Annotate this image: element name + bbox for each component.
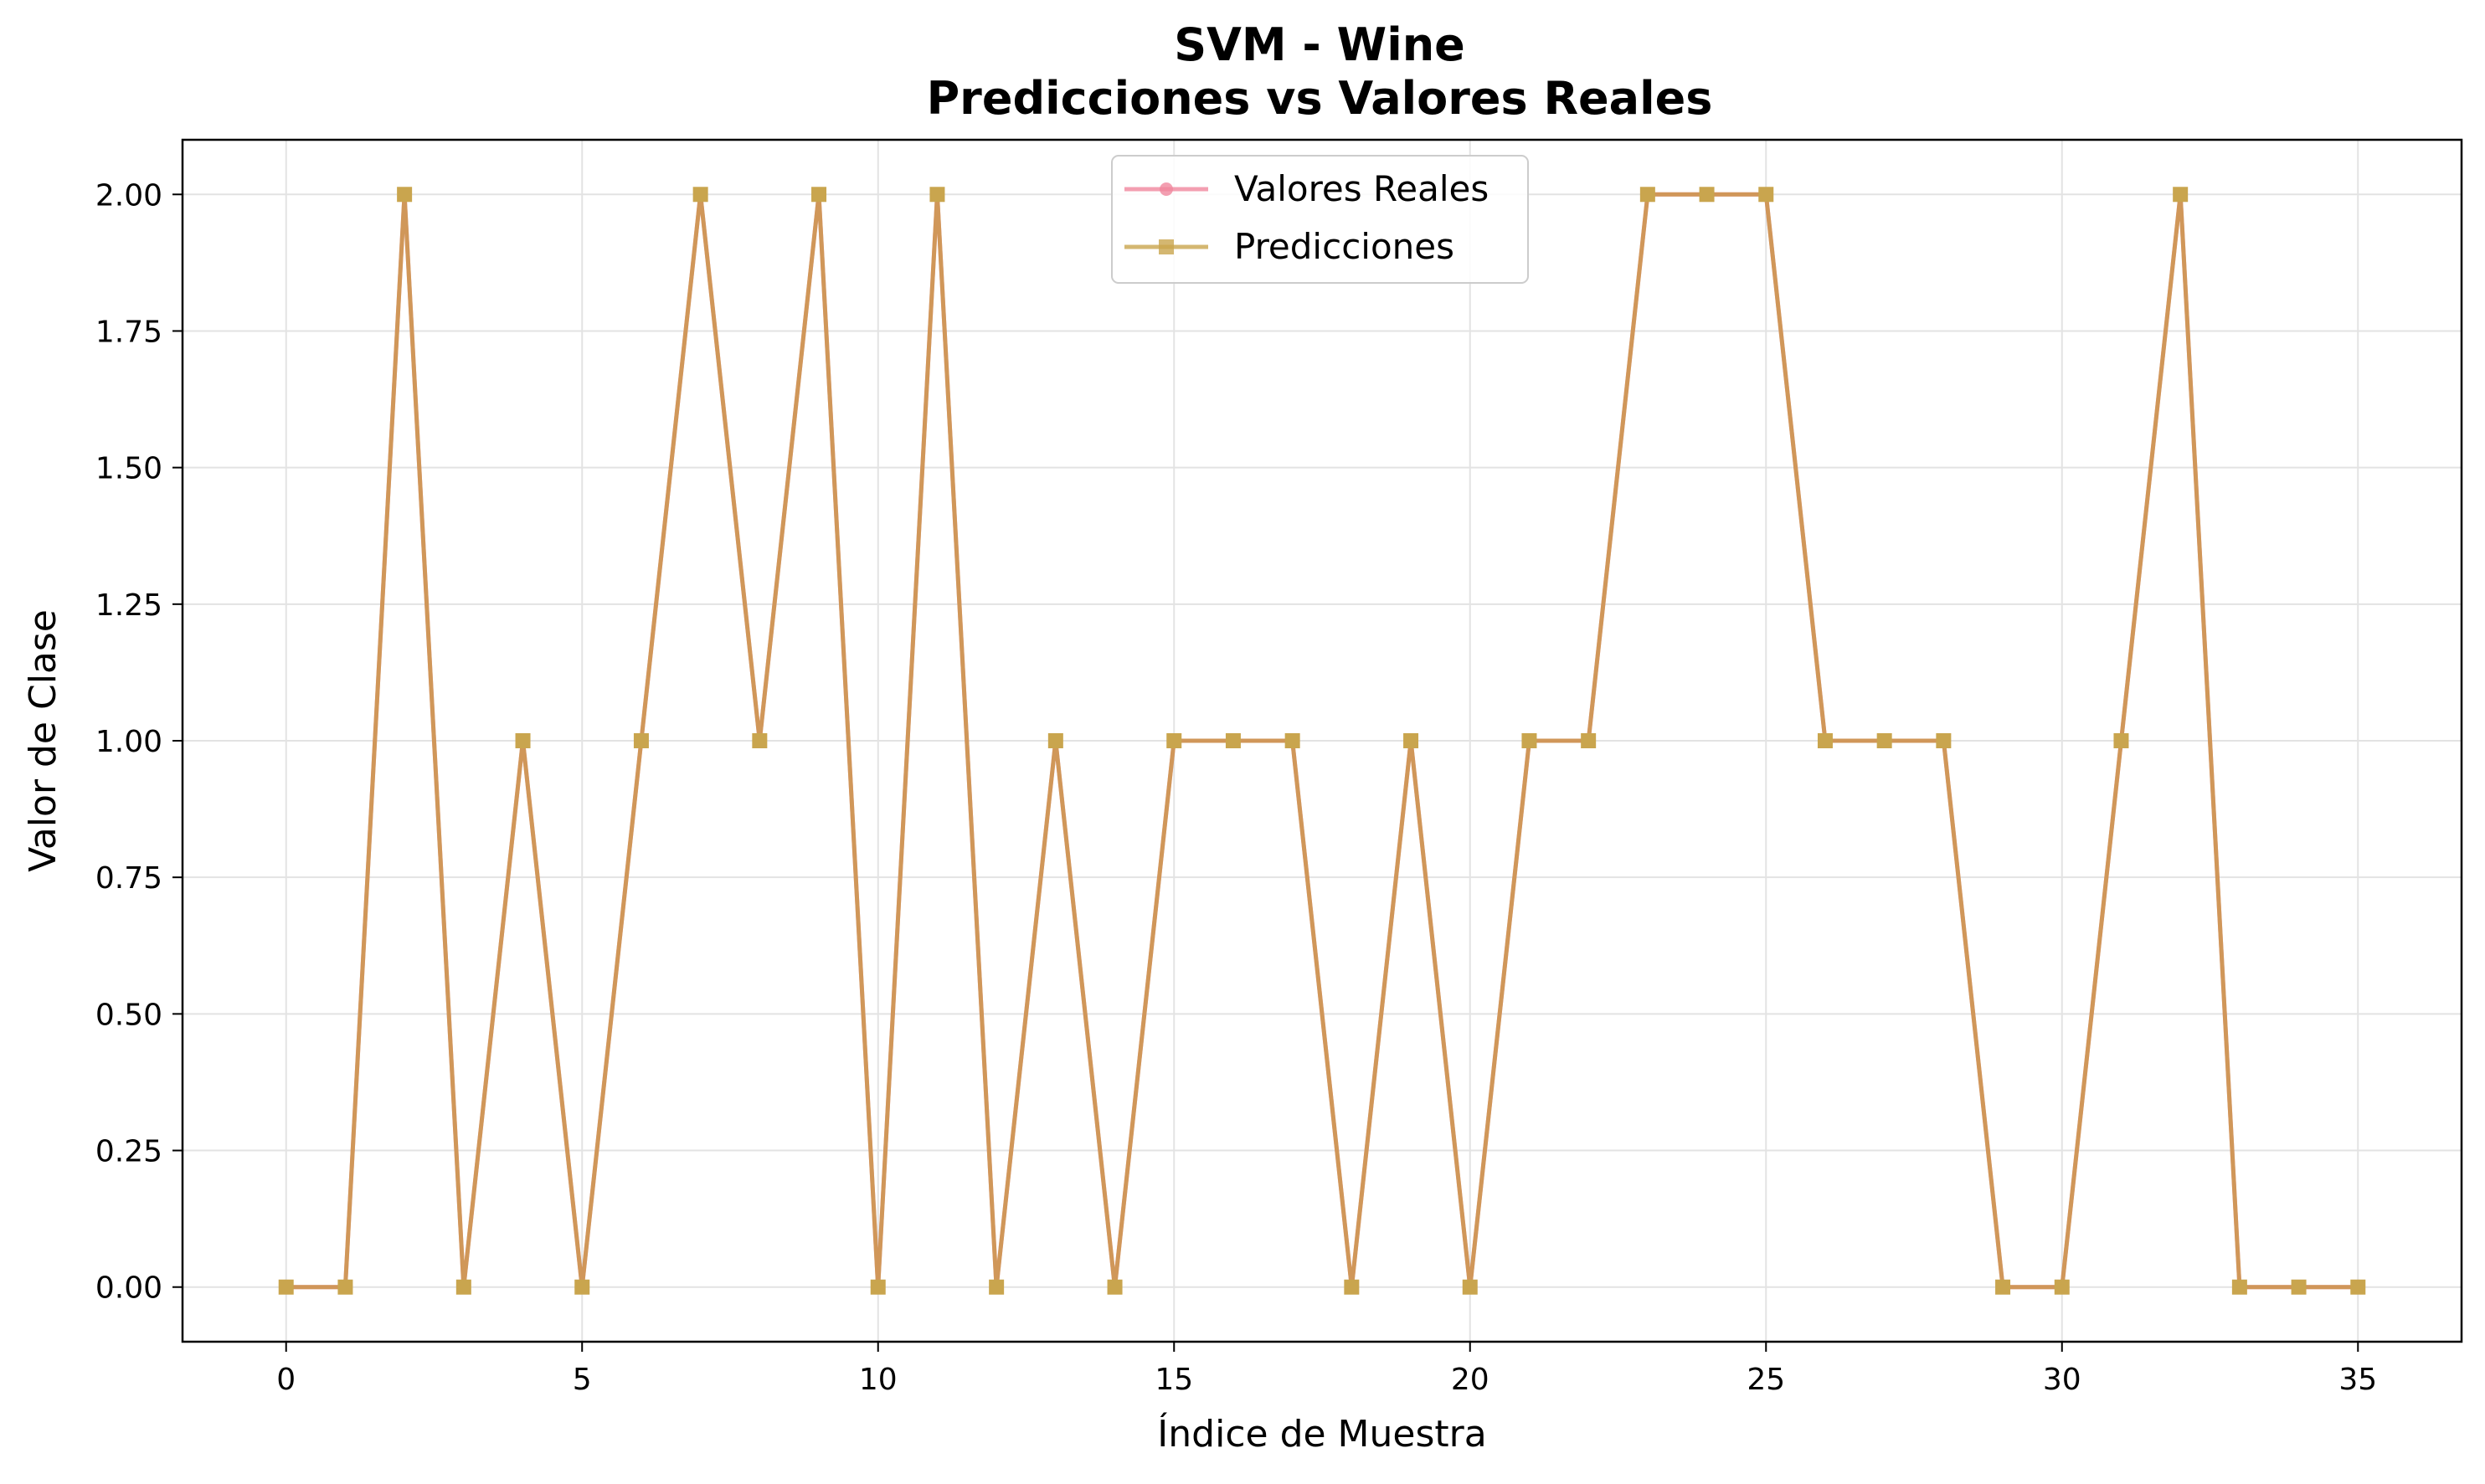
point-predicciones bbox=[870, 1279, 886, 1295]
x-tick-label: 10 bbox=[859, 1363, 898, 1397]
point-predicciones bbox=[2291, 1279, 2307, 1295]
point-predicciones bbox=[1107, 1279, 1123, 1295]
point-predicciones bbox=[2113, 733, 2129, 748]
point-predicciones bbox=[989, 1279, 1005, 1295]
x-tick-label: 35 bbox=[2338, 1363, 2377, 1397]
point-predicciones bbox=[1995, 1279, 2011, 1295]
point-predicciones bbox=[515, 733, 531, 748]
x-axis-label: Índice de Muestra bbox=[1157, 1411, 1486, 1456]
plot-area bbox=[278, 187, 2366, 1295]
y-axis: 0.00 0.25 0.50 0.75 1.00 1.25 1.50 1.75 2.00 bbox=[95, 178, 183, 1306]
point-predicciones bbox=[278, 1279, 294, 1295]
x-axis: 0 5 10 15 20 25 30 35 bbox=[276, 1342, 2377, 1397]
point-predicciones bbox=[1225, 733, 1241, 748]
y-tick-label: 0.25 bbox=[95, 1135, 162, 1169]
point-predicciones bbox=[397, 187, 413, 203]
legend-marker-valores-reales bbox=[1160, 182, 1173, 196]
legend-label-predicciones: Predicciones bbox=[1234, 226, 1454, 267]
point-predicciones bbox=[1166, 733, 1182, 748]
point-predicciones bbox=[1936, 733, 1952, 748]
point-predicciones bbox=[1521, 733, 1537, 748]
y-tick-label: 0.00 bbox=[95, 1271, 162, 1306]
point-predicciones bbox=[1284, 733, 1300, 748]
x-tick-label: 15 bbox=[1155, 1363, 1193, 1397]
point-predicciones bbox=[2231, 1279, 2247, 1295]
y-tick-label: 0.50 bbox=[95, 998, 162, 1032]
legend: Valores Reales Predicciones bbox=[1111, 155, 1529, 284]
legend-marker-predicciones bbox=[1159, 239, 1174, 254]
y-tick-label: 0.75 bbox=[95, 861, 162, 896]
chart-title-line-2: Predicciones vs Valores Reales bbox=[927, 72, 1713, 125]
x-tick-label: 30 bbox=[2043, 1363, 2081, 1397]
legend-label-valores-reales: Valores Reales bbox=[1234, 168, 1489, 209]
point-predicciones bbox=[1344, 1279, 1360, 1295]
series-line-predicciones bbox=[286, 192, 2359, 1290]
x-tick-label: 20 bbox=[1451, 1363, 1489, 1397]
y-tick-label: 1.25 bbox=[95, 588, 162, 623]
point-predicciones bbox=[692, 187, 708, 203]
x-tick-label: 0 bbox=[276, 1363, 296, 1397]
point-predicciones bbox=[633, 733, 649, 748]
point-predicciones bbox=[1758, 187, 1774, 203]
point-predicciones bbox=[2054, 1279, 2070, 1295]
point-predicciones bbox=[1047, 733, 1063, 748]
x-tick-label: 25 bbox=[1747, 1363, 1785, 1397]
point-predicciones bbox=[1581, 733, 1597, 748]
chart-title-line-1: SVM - Wine bbox=[1174, 18, 1465, 71]
point-predicciones bbox=[1462, 1279, 1478, 1295]
point-predicciones bbox=[811, 187, 827, 203]
y-tick-label: 1.75 bbox=[95, 315, 162, 349]
point-predicciones bbox=[337, 1279, 353, 1295]
point-predicciones bbox=[1639, 187, 1655, 203]
x-tick-label: 5 bbox=[573, 1363, 592, 1397]
point-predicciones bbox=[1403, 733, 1419, 748]
point-predicciones bbox=[752, 733, 768, 748]
y-axis-label: Valor de Clase bbox=[22, 609, 64, 872]
point-predicciones bbox=[2350, 1279, 2366, 1295]
point-predicciones bbox=[574, 1279, 590, 1295]
y-tick-label: 1.00 bbox=[95, 725, 162, 759]
point-predicciones bbox=[2173, 187, 2189, 203]
y-tick-label: 1.50 bbox=[95, 452, 162, 486]
point-predicciones bbox=[1817, 733, 1833, 748]
point-predicciones bbox=[929, 187, 945, 203]
y-tick-label: 2.00 bbox=[95, 178, 162, 213]
point-predicciones bbox=[455, 1279, 471, 1295]
legend-frame bbox=[1111, 155, 1529, 284]
point-predicciones bbox=[1876, 733, 1892, 748]
point-predicciones bbox=[1699, 187, 1715, 203]
